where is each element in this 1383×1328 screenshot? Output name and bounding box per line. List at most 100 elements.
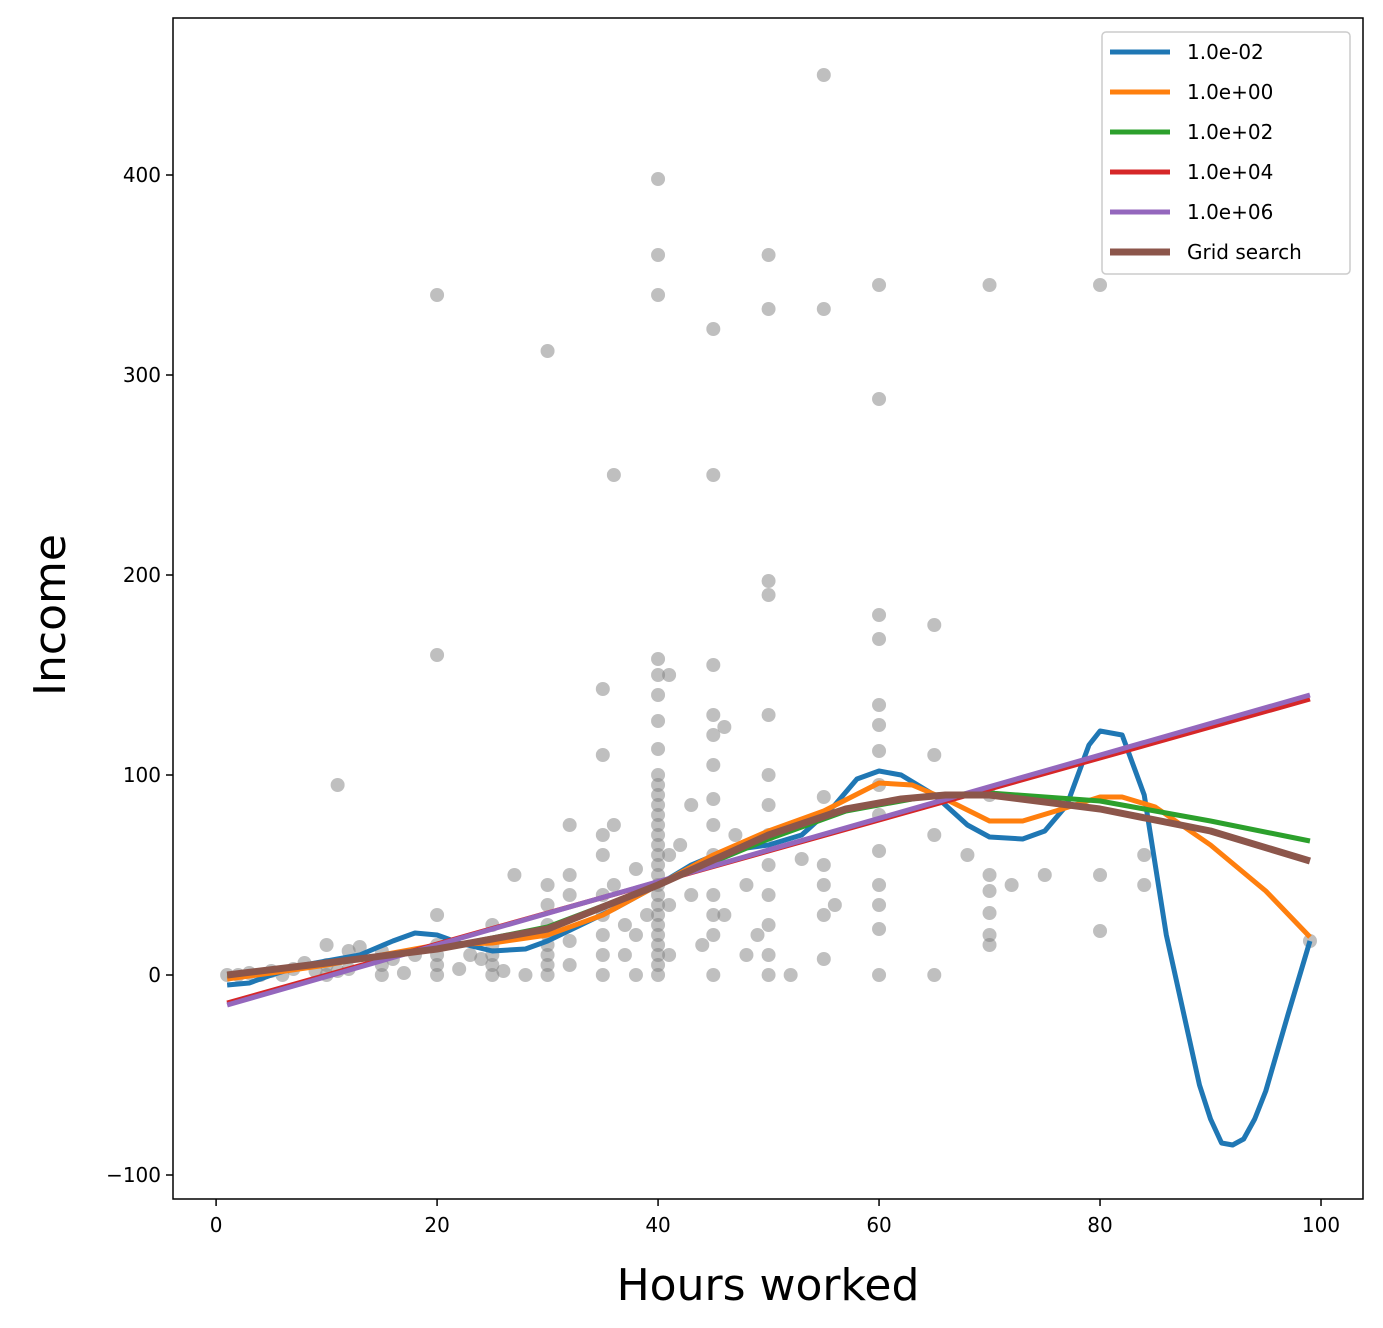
scatter-point [651, 788, 666, 802]
y-tick-label: 100 [123, 763, 161, 787]
scatter-point [706, 658, 721, 672]
scatter-point [606, 878, 621, 892]
scatter-point [595, 748, 610, 762]
scatter-point [794, 852, 809, 866]
scatter-point [540, 958, 555, 972]
scatter-point [739, 878, 754, 892]
scatter-point [319, 938, 334, 952]
scatter-point [651, 908, 666, 922]
line [226, 728, 1313, 1148]
scatter-point [816, 68, 831, 82]
scatter-point [562, 888, 577, 902]
scatter-point [562, 958, 577, 972]
scatter-point [728, 828, 743, 842]
legend-label: 1.0e+06 [1187, 200, 1273, 224]
scatter-point [540, 968, 555, 982]
scatter-point [430, 648, 445, 662]
scatter-point [651, 288, 666, 302]
scatter-point [706, 968, 721, 982]
scatter-point [960, 848, 975, 862]
scatter-point [662, 948, 677, 962]
scatter-point [651, 714, 666, 728]
scatter-point [872, 844, 887, 858]
scatter-point [982, 928, 997, 942]
scatter-point [706, 758, 721, 772]
scatter-point [430, 908, 445, 922]
scatter-point [430, 968, 445, 982]
scatter-point [452, 962, 467, 976]
scatter-point [651, 248, 666, 262]
scatter-point [507, 868, 522, 882]
scatter-point [827, 898, 842, 912]
scatter-point [651, 798, 666, 812]
scatter-point [816, 858, 831, 872]
scatter-point [761, 888, 776, 902]
legend-label: 1.0e-02 [1187, 40, 1264, 64]
scatter-point [595, 968, 610, 982]
scatter-point [684, 798, 699, 812]
scatter-point [927, 828, 942, 842]
scatter-point [651, 898, 666, 912]
scatter-point [927, 618, 942, 632]
scatter-point [706, 322, 721, 336]
scatter-point [982, 938, 997, 952]
legend-label: 1.0e+02 [1187, 120, 1273, 144]
scatter-point [761, 302, 776, 316]
scatter-point [662, 848, 677, 862]
scatter-point [761, 918, 776, 932]
plot-frame [172, 17, 1364, 1200]
scatter-point [651, 808, 666, 822]
scatter-point [872, 632, 887, 646]
scatter-point [982, 906, 997, 920]
scatter-point [496, 964, 511, 978]
scatter-point [651, 958, 666, 972]
scatter-point [816, 878, 831, 892]
scatter-point [1137, 848, 1152, 862]
scatter-point [651, 818, 666, 832]
scatter-point [1093, 278, 1108, 292]
scatter-point [651, 778, 666, 792]
scatter-point [761, 588, 776, 602]
scatter-point [540, 344, 555, 358]
scatter-point [761, 708, 776, 722]
scatter-point [651, 938, 666, 952]
scatter-point [651, 742, 666, 756]
x-tick-label: 0 [210, 1213, 223, 1237]
scatter-point [761, 768, 776, 782]
scatter-point [816, 952, 831, 966]
scatter-point [651, 968, 666, 982]
line [226, 791, 1311, 979]
scatter-point [982, 884, 997, 898]
scatter-point [872, 744, 887, 758]
scatter-point [706, 888, 721, 902]
scatter-point [872, 718, 887, 732]
scatter-point [816, 790, 831, 804]
scatter-point [1093, 924, 1108, 938]
y-tick-label: −100 [106, 1163, 161, 1187]
scatter-point [684, 888, 699, 902]
scatter-point [651, 768, 666, 782]
scatter-point [717, 908, 732, 922]
scatter-point [617, 918, 632, 932]
scatter-point [872, 968, 887, 982]
scatter-point [430, 958, 445, 972]
scatter-point [872, 922, 887, 936]
scatter-point [662, 668, 677, 682]
scatter-point [651, 688, 666, 702]
legend-label: 1.0e+00 [1187, 80, 1273, 104]
scatter-point [783, 968, 798, 982]
scatter-point [927, 968, 942, 982]
scatter-point [750, 928, 765, 942]
x-tick-label: 100 [1302, 1213, 1340, 1237]
scatter-point [761, 858, 776, 872]
scatter-point [651, 928, 666, 942]
scatter-point [651, 918, 666, 932]
scatter-point [595, 928, 610, 942]
scatter-point [816, 302, 831, 316]
scatter-point [717, 720, 732, 734]
legend-label: 1.0e+04 [1187, 160, 1273, 184]
scatter-point [982, 278, 997, 292]
scatter-point [872, 278, 887, 292]
scatter-point [872, 698, 887, 712]
